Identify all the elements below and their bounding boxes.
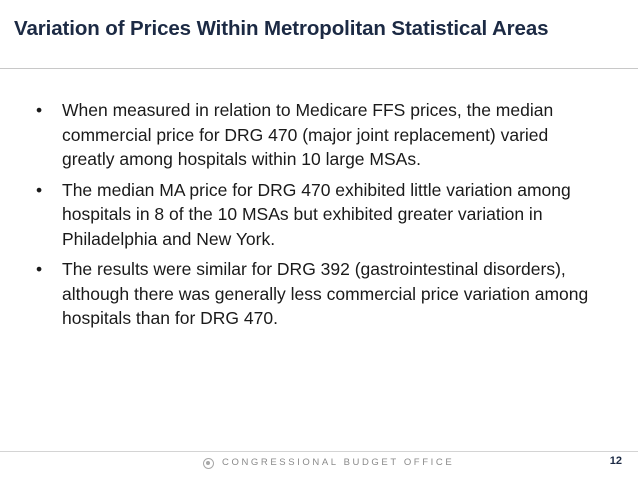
footer-organization: CONGRESSIONAL BUDGET OFFICE [222,457,455,468]
bullet-text: The median MA price for DRG 470 exhibite… [62,179,571,249]
bullet-item: • When measured in relation to Medicare … [36,98,596,172]
bullet-item: • The median MA price for DRG 470 exhibi… [36,178,596,252]
bullet-text: When measured in relation to Medicare FF… [62,100,554,169]
slide-title: Variation of Prices Within Metropolitan … [14,17,549,40]
page-number: 12 [609,455,622,467]
bullet-icon: • [36,259,43,279]
bullet-icon: • [36,100,43,120]
bullet-icon: • [36,179,43,200]
cbo-logo-icon [203,458,214,469]
bullet-text: The results were similar for DRG 392 (ga… [62,259,589,328]
bullet-item: • The results were similar for DRG 392 (… [36,257,596,331]
footer-divider [0,451,638,452]
bullet-list: • When measured in relation to Medicare … [36,98,596,337]
title-divider [0,68,638,69]
